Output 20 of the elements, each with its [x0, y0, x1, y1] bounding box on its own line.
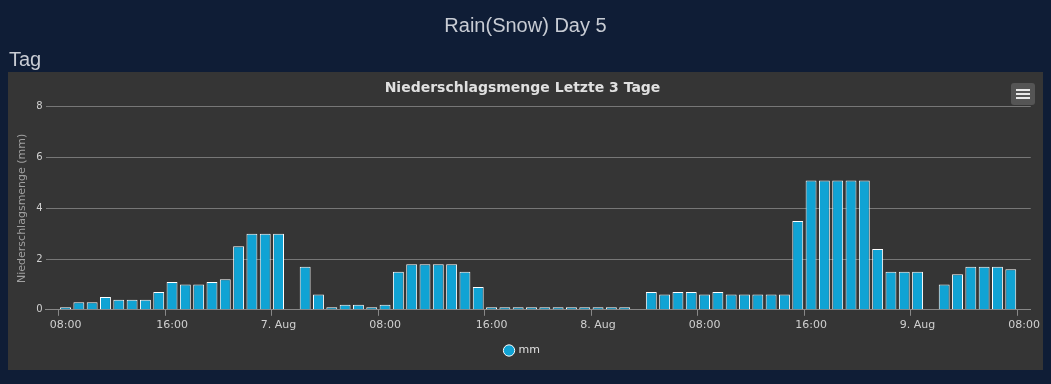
y-axis-title: Niederschlagsmenge (mm) [15, 133, 29, 283]
x-tick-label: 16:00 [795, 318, 827, 332]
x-tick-label: 16:00 [475, 318, 508, 332]
x-tick-label: 16:00 [156, 318, 188, 332]
x-tick-label: 8. Aug [580, 318, 616, 332]
x-tick-label: 08:00 [688, 318, 721, 332]
chart-title: Rain(Snow) Day 5 [443, 14, 608, 37]
x-tick-label: 08:00 [369, 318, 401, 332]
y-tick-label: 2 [36, 252, 43, 264]
x-tick-label: 08:00 [1008, 318, 1040, 332]
y-tick-label: 6 [36, 151, 43, 163]
x-tick-label: 7. Aug [260, 318, 297, 332]
legend-label: mm [518, 343, 540, 357]
x-tick-label: 08:00 [49, 318, 82, 332]
y-tick-label: 8 [36, 100, 43, 112]
y-tick-label: 0 [36, 303, 43, 315]
y-tick-label: 4 [36, 201, 43, 213]
chart-subtitle: Niederschlagsmenge Letzte 3 Tage [384, 79, 661, 96]
text: Tag [9, 48, 42, 71]
x-tick-label: 9. Aug [899, 318, 936, 332]
